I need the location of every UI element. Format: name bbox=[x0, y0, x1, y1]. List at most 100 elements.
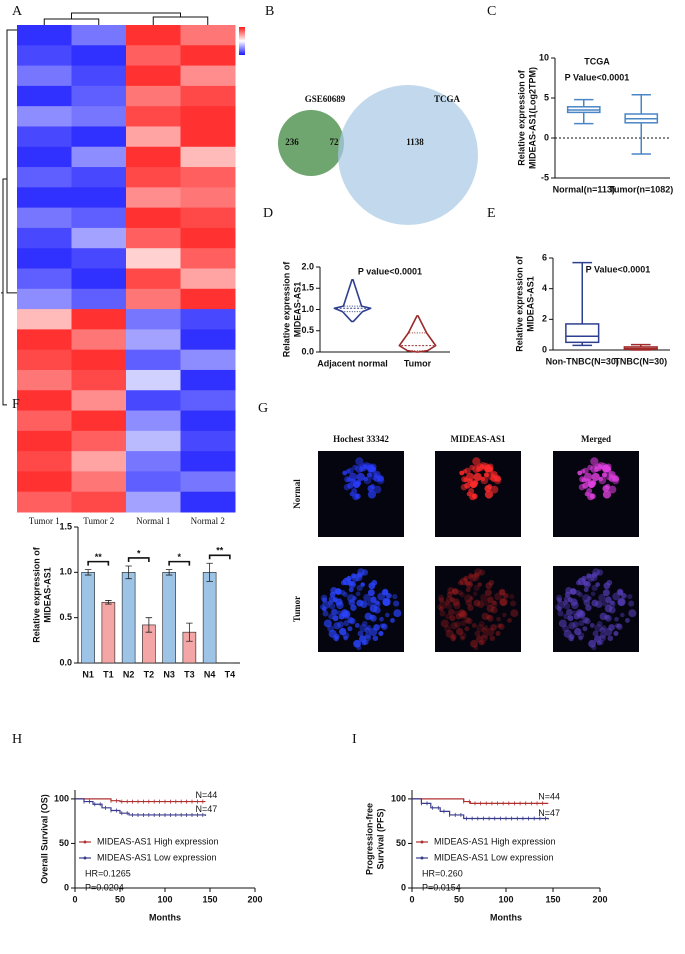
y-axis-label: Overall Survival (OS) bbox=[39, 794, 49, 884]
cell-nucleus bbox=[347, 626, 353, 632]
y-axis-label: Survival (PFS) bbox=[375, 808, 385, 869]
y-tick-label: -5 bbox=[541, 172, 549, 182]
heatmap-cell bbox=[17, 451, 72, 472]
cell-nucleus bbox=[485, 582, 493, 590]
cell-nucleus bbox=[586, 488, 593, 494]
cell-nucleus bbox=[486, 614, 494, 622]
cell-nucleus bbox=[473, 584, 480, 592]
cell-nucleus bbox=[473, 572, 480, 578]
cell-nucleus bbox=[474, 630, 481, 637]
cell-nucleus bbox=[568, 622, 576, 630]
heatmap-cell bbox=[180, 248, 236, 269]
cell-nucleus bbox=[570, 588, 577, 595]
heatmap-cell bbox=[17, 106, 72, 127]
heatmap-cell bbox=[71, 430, 127, 452]
cell-nucleus bbox=[437, 594, 445, 602]
colorbar bbox=[239, 27, 245, 55]
error-bar bbox=[165, 569, 173, 576]
error-bar bbox=[145, 617, 153, 633]
legend-label: MIDEAS-AS1 High expression bbox=[97, 836, 219, 846]
cell-nucleus bbox=[495, 630, 501, 636]
cell-nucleus bbox=[328, 613, 335, 620]
legend-marker bbox=[83, 840, 87, 844]
chart-title: TCGA bbox=[584, 56, 610, 66]
y-tick-label: 0.0 bbox=[59, 657, 72, 667]
heatmap-cell bbox=[71, 309, 127, 330]
cell-nucleus bbox=[493, 476, 502, 485]
cell-nucleus bbox=[590, 591, 596, 597]
cell-nucleus bbox=[364, 627, 371, 633]
cell-nucleus bbox=[498, 623, 505, 630]
cell-nucleus bbox=[373, 474, 381, 482]
heatmap-cell bbox=[180, 329, 236, 351]
cell-nucleus bbox=[473, 644, 479, 651]
cell-nucleus bbox=[478, 620, 485, 627]
cell-nucleus bbox=[390, 618, 395, 623]
cell-nucleus bbox=[575, 609, 584, 617]
heatmap-cell bbox=[180, 146, 236, 168]
heatmap-cell bbox=[180, 25, 236, 46]
cell-nucleus bbox=[385, 612, 390, 618]
legend-label: MIDEAS-AS1 High expression bbox=[434, 836, 556, 846]
x-tick-label: Normal 1 bbox=[136, 516, 170, 526]
venn-circle bbox=[278, 110, 344, 176]
heatmap-cell bbox=[126, 390, 181, 412]
panel-letter: D bbox=[263, 206, 273, 221]
heatmap-cell bbox=[126, 451, 181, 472]
cell-nucleus bbox=[453, 610, 459, 616]
venn-set-label: TCGA bbox=[434, 94, 461, 104]
cell-nucleus bbox=[381, 588, 389, 596]
cell-nucleus bbox=[453, 601, 461, 610]
cell-nucleus bbox=[463, 578, 468, 583]
cell-nucleus bbox=[373, 485, 382, 494]
cell-nucleus bbox=[484, 589, 492, 597]
cell-nucleus bbox=[583, 580, 589, 586]
cell-nucleus bbox=[459, 592, 465, 598]
cell-nucleus bbox=[365, 462, 373, 470]
heatmap-cell bbox=[71, 207, 127, 229]
dendrogram bbox=[43, 12, 209, 25]
heatmap-cell bbox=[126, 430, 181, 452]
y-tick-label: 100 bbox=[54, 793, 69, 803]
panel-letter: I bbox=[352, 732, 357, 747]
cell-nucleus bbox=[378, 630, 384, 636]
cell-nucleus bbox=[382, 597, 391, 607]
cell-nucleus bbox=[586, 573, 595, 582]
cell-nucleus bbox=[467, 604, 474, 611]
cell-nucleus bbox=[490, 606, 498, 614]
heatmap-cell bbox=[71, 106, 127, 127]
x-tick-label: 200 bbox=[592, 894, 607, 904]
heatmap-cell bbox=[180, 349, 236, 371]
significance-bracket bbox=[168, 560, 191, 566]
cell-nucleus bbox=[473, 472, 482, 482]
cell-nucleus bbox=[464, 482, 471, 489]
cell-nucleus bbox=[334, 636, 339, 642]
cell-nucleus bbox=[499, 598, 507, 606]
cell-nucleus bbox=[440, 619, 449, 628]
heatmap-cell bbox=[17, 25, 72, 46]
cell-nucleus bbox=[469, 464, 475, 471]
stat-label: P=0.0154 bbox=[422, 882, 461, 892]
cell-nucleus bbox=[617, 597, 626, 607]
column-header: Hochest 33342 bbox=[333, 434, 389, 444]
cell-nucleus bbox=[605, 596, 612, 603]
cell-nucleus bbox=[477, 600, 485, 608]
cell-nucleus bbox=[457, 580, 464, 586]
cell-nucleus bbox=[480, 593, 488, 602]
cell-nucleus bbox=[351, 573, 360, 582]
error-bar bbox=[84, 569, 92, 576]
cell-nucleus bbox=[591, 584, 598, 592]
cell-nucleus bbox=[608, 474, 616, 482]
cell-nucleus bbox=[372, 635, 379, 642]
cell-nucleus bbox=[601, 625, 607, 631]
cell-nucleus bbox=[481, 612, 489, 621]
heatmap-cell bbox=[180, 126, 236, 148]
cell-nucleus bbox=[369, 604, 378, 613]
cell-nucleus bbox=[592, 568, 600, 577]
heatmap-cell bbox=[126, 410, 181, 432]
cell-nucleus bbox=[598, 593, 606, 602]
cell-nucleus bbox=[499, 597, 508, 607]
cell-nucleus bbox=[459, 577, 468, 586]
cell-nucleus bbox=[451, 588, 459, 595]
cell-nucleus bbox=[366, 472, 373, 478]
